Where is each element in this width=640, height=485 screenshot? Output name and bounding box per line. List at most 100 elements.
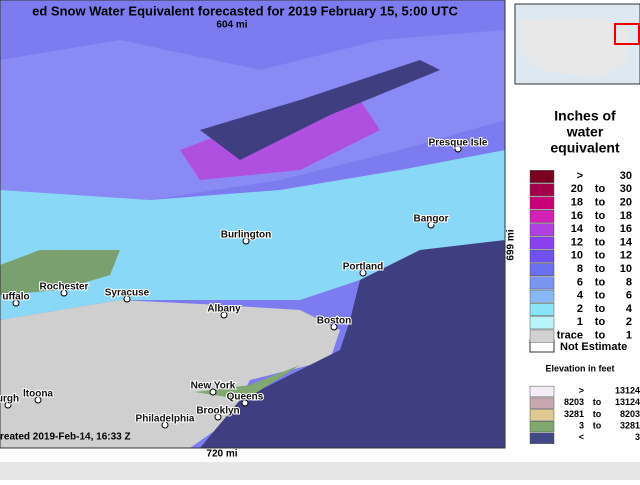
- inset-highlight: [614, 23, 640, 45]
- city-marker: [123, 295, 131, 303]
- footer-bar: [0, 462, 640, 480]
- inset-land: [520, 18, 630, 78]
- legend-label: to: [595, 316, 606, 328]
- legend-label: to: [593, 397, 602, 407]
- map: ed Snow Water Equivalent forecasted for …: [0, 0, 517, 460]
- city-marker: [220, 311, 228, 319]
- legend-label: 30: [620, 183, 632, 195]
- lake-ontario: [0, 250, 120, 295]
- city-label: uffalo: [2, 292, 29, 303]
- legend-swatch: [529, 432, 555, 444]
- city-marker: [214, 413, 222, 421]
- legend-label: 13124: [615, 385, 640, 395]
- legend-swatch: [529, 223, 555, 237]
- city-marker: [359, 269, 367, 277]
- legend-label: 2: [626, 316, 632, 328]
- legend-label: to: [595, 250, 606, 262]
- city-label: Philadelphia: [136, 414, 195, 425]
- created-label: reated 2019-Feb-14, 16:33 Z: [0, 432, 131, 443]
- city-label: Portland: [343, 262, 384, 273]
- legend-label: to: [595, 330, 606, 342]
- scale-label: 604 mi: [216, 20, 247, 31]
- legend-label: 1: [577, 316, 583, 328]
- legend-label: 8203: [564, 397, 584, 407]
- city-label: Presque Isle: [429, 138, 488, 149]
- legend-label: 8203: [620, 409, 640, 419]
- inset-map: [514, 3, 640, 85]
- legend-swatch: [529, 316, 555, 330]
- legend-swatch: [529, 170, 555, 183]
- ocean: [200, 240, 505, 448]
- legend-swatch: [529, 276, 555, 290]
- city-label: Boston: [317, 316, 351, 327]
- legend-label: to: [593, 420, 602, 430]
- legend-label: 14: [620, 236, 633, 248]
- legend-label: 6: [626, 290, 632, 302]
- legend-label: 20: [620, 197, 632, 209]
- city-marker: [209, 388, 217, 396]
- scale-label: 720 mi: [206, 449, 237, 460]
- legend-label: 30: [620, 170, 632, 182]
- legend-label: 16: [571, 210, 583, 222]
- legend-label: 12: [620, 250, 632, 262]
- city-marker: [34, 396, 42, 404]
- legend-label: to: [595, 223, 606, 235]
- legend-label: <: [579, 432, 584, 442]
- legend-swatch: [529, 409, 555, 421]
- legend-label: to: [595, 276, 606, 288]
- legend-label: to: [595, 263, 606, 275]
- legend-swatch: [529, 303, 555, 316]
- legend-label: 16: [620, 223, 632, 235]
- land: [0, 300, 340, 448]
- city-marker: [454, 145, 462, 153]
- map-border: [0, 0, 506, 449]
- legend-label: to: [595, 183, 606, 195]
- st-lawrence: [200, 60, 440, 160]
- legend-label: 3281: [564, 409, 584, 419]
- legend: Not Estimate Elevation in feet Inches of…: [529, 108, 640, 444]
- legend-label: 20: [571, 183, 583, 195]
- legend-title: Elevation in feet: [545, 363, 614, 373]
- legend-swatch: [529, 263, 555, 277]
- legend-label: 4: [577, 290, 584, 302]
- legend-label: 12: [571, 236, 583, 248]
- legend-label: 3281: [620, 420, 640, 430]
- legend-title: equivalent: [550, 140, 620, 156]
- city-marker: [427, 221, 435, 229]
- legend-swatch: [529, 421, 555, 433]
- city-label: Albany: [207, 304, 241, 315]
- legend-title: water: [566, 124, 604, 140]
- legend-label: to: [595, 303, 606, 315]
- legend-swatch: [529, 210, 555, 223]
- long-island: [195, 365, 300, 400]
- legend-title: Inches of: [554, 108, 616, 124]
- city-marker: [330, 323, 338, 331]
- legend-label: to: [595, 197, 606, 209]
- legend-label: to: [593, 409, 602, 419]
- city-label: Syracuse: [105, 288, 150, 299]
- city-marker: [242, 237, 250, 245]
- legend-label: Not Estimate: [560, 341, 627, 353]
- city-label: Queens: [227, 392, 264, 403]
- city-marker: [4, 401, 12, 409]
- city-label: New York: [191, 381, 236, 392]
- legend-swatch: [529, 329, 555, 343]
- legend-label: 18: [620, 210, 632, 222]
- city-marker: [60, 289, 68, 297]
- snow-area: [0, 150, 505, 320]
- legend-label: 18: [571, 197, 583, 209]
- legend-label: 3: [579, 420, 584, 430]
- legend-label: 14: [571, 223, 584, 235]
- legend-label: 4: [626, 303, 633, 315]
- scale-label: 699 mi: [506, 229, 517, 260]
- city-label: Rochester: [40, 282, 89, 293]
- legend-label: 8: [577, 263, 583, 275]
- legend-label: trace: [557, 330, 583, 342]
- legend-swatch: [529, 397, 555, 409]
- legend-label: to: [595, 236, 606, 248]
- city-label: Burlington: [221, 230, 272, 241]
- legend-label: 10: [571, 250, 583, 262]
- city-label: Brooklyn: [196, 406, 239, 417]
- legend-swatch: [529, 289, 555, 303]
